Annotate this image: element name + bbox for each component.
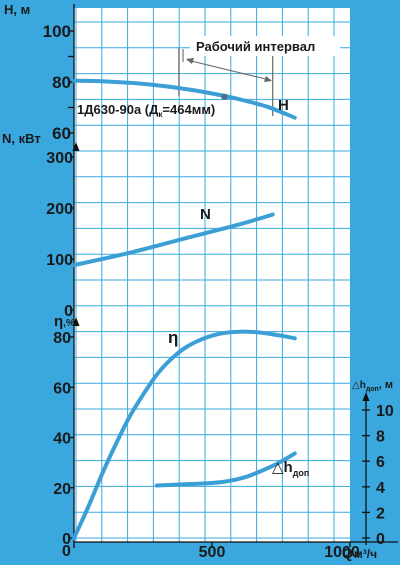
efficiency-axis-title-suffix: ,%: [63, 318, 75, 329]
efficiency-tick-label: 80: [53, 330, 71, 347]
efficiency-tick-label: 60: [53, 380, 71, 397]
efficiency-tick-label: 0: [62, 531, 71, 548]
working-range-arrow-head-left: [186, 58, 194, 64]
head-tick-label: 80: [52, 73, 71, 92]
working-range-arrow-head-right: [264, 76, 272, 82]
grid-lines: [68, 4, 398, 548]
power-tick-label: 0: [64, 303, 73, 320]
working-range-arrow-line: [186, 59, 271, 81]
efficiency-axis-arrow: [72, 317, 80, 326]
head-curve: [72, 78, 297, 120]
npsh-tick-label: 10: [376, 403, 394, 420]
chart-annotations: Рабочий интервал: [178, 36, 340, 116]
x-axis-title: Qм³/ч: [342, 545, 377, 561]
efficiency-tick-label: 40: [53, 431, 71, 448]
x-axis-unit: м³/ч: [354, 547, 377, 561]
power-tick-label: 300: [46, 150, 73, 167]
power-axis-title: N, кВт: [2, 131, 41, 146]
efficiency-axis-title: η,%: [54, 313, 75, 330]
npsh-tick-label: 6: [376, 454, 385, 471]
x-origin-label: 0: [62, 543, 71, 560]
head-curve-label: H: [278, 97, 289, 114]
power-curve-label: N: [200, 206, 211, 223]
npsh-tick-label: 8: [376, 429, 385, 446]
head-axis-title: H, м: [4, 2, 30, 17]
plot-area: [74, 8, 350, 542]
operating-point-marker: [221, 93, 228, 100]
efficiency-curve: [72, 329, 297, 540]
pump-model-label-sub: к: [158, 110, 163, 119]
efficiency-tick-label: 20: [53, 481, 71, 498]
npsh-axis-arrow: [362, 392, 370, 401]
npsh-tick-label: 2: [376, 505, 385, 522]
npsh-tick-label: 0: [376, 531, 385, 548]
power-curve: [72, 212, 275, 268]
efficiency-curve-label: η: [168, 328, 178, 347]
working-range-label: Рабочий интервал: [196, 39, 315, 54]
power-tick-label: 100: [46, 252, 73, 269]
npsh-axis-title-suffix: , м: [379, 379, 393, 391]
power-axis-arrow: [72, 142, 80, 151]
npsh-axis-title: △hдоп, м: [352, 379, 393, 393]
npsh-curve-label-sub: доп: [293, 468, 310, 478]
working-range-label-bg: [190, 36, 340, 56]
npsh-axis-title-sub: доп: [366, 386, 379, 393]
npsh-tick-label: 4: [376, 480, 385, 497]
head-tick-label: 60: [52, 124, 71, 143]
curves: [72, 78, 297, 540]
x-tick-label: 1000: [324, 544, 360, 561]
npsh-curve: [154, 451, 297, 488]
pump-model-label: 1Д630-90а (Дк=464мм): [77, 102, 215, 119]
pump-model-label-end: =464мм): [162, 102, 215, 117]
head-tick-label: 100: [43, 22, 71, 41]
power-tick-label: 200: [46, 201, 73, 218]
x-tick-label: 500: [199, 544, 226, 561]
